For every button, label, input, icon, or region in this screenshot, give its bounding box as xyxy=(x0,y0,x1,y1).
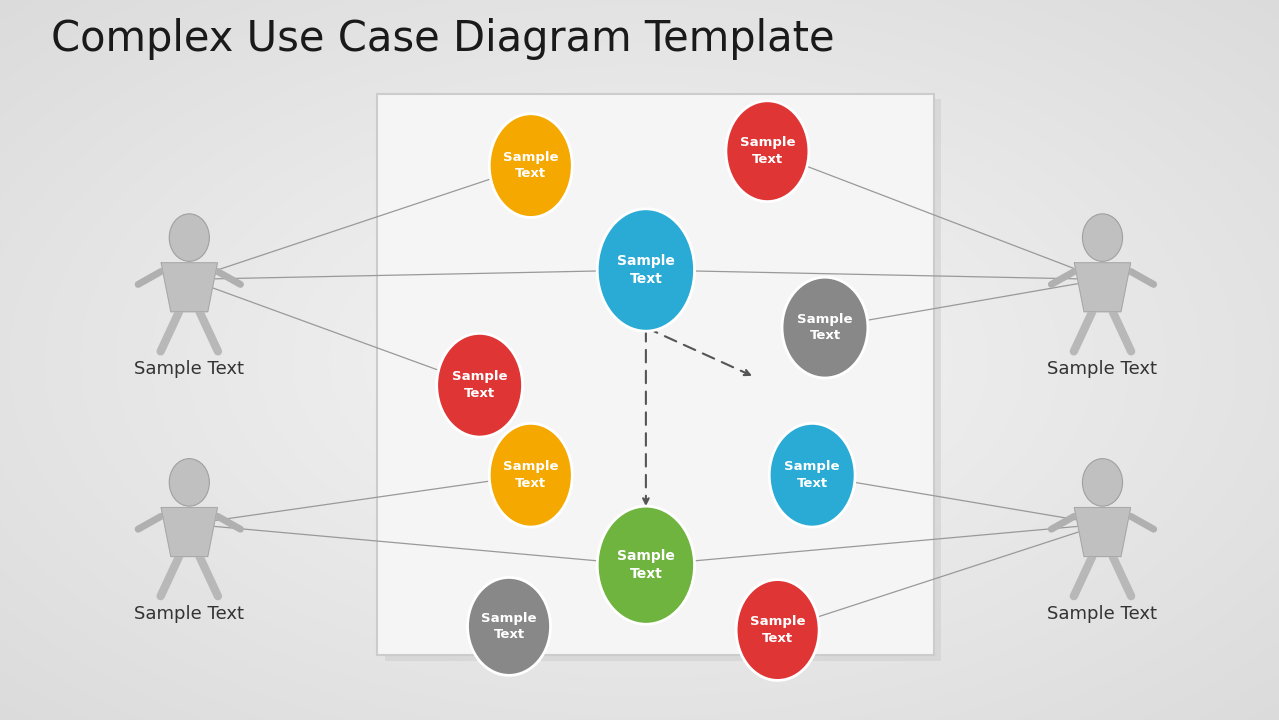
Ellipse shape xyxy=(597,209,694,331)
Text: Sample
Text: Sample Text xyxy=(784,461,840,490)
Ellipse shape xyxy=(726,101,808,202)
Ellipse shape xyxy=(597,506,694,624)
Text: Sample
Text: Sample Text xyxy=(451,371,508,400)
Ellipse shape xyxy=(436,333,523,437)
Ellipse shape xyxy=(169,459,210,506)
Text: Sample
Text: Sample Text xyxy=(503,151,559,180)
Polygon shape xyxy=(1074,508,1131,557)
Text: Sample
Text: Sample Text xyxy=(739,137,796,166)
Text: Complex Use Case Diagram Template: Complex Use Case Diagram Template xyxy=(51,18,835,60)
Ellipse shape xyxy=(769,423,856,527)
Ellipse shape xyxy=(737,580,819,680)
Text: Sample Text: Sample Text xyxy=(1048,360,1157,378)
FancyBboxPatch shape xyxy=(385,99,941,661)
Polygon shape xyxy=(161,263,217,312)
Ellipse shape xyxy=(169,214,210,261)
Text: Sample Text: Sample Text xyxy=(134,605,244,623)
Text: Sample
Text: Sample Text xyxy=(616,254,675,286)
Polygon shape xyxy=(161,508,217,557)
Text: Sample Text: Sample Text xyxy=(134,360,244,378)
Text: Sample
Text: Sample Text xyxy=(797,313,853,342)
Text: Sample
Text: Sample Text xyxy=(481,612,537,641)
Text: Sample
Text: Sample Text xyxy=(503,461,559,490)
Ellipse shape xyxy=(490,114,572,217)
FancyBboxPatch shape xyxy=(377,94,934,655)
Text: Sample
Text: Sample Text xyxy=(749,616,806,644)
Ellipse shape xyxy=(781,277,868,378)
Ellipse shape xyxy=(490,423,572,527)
Text: Sample Text: Sample Text xyxy=(1048,605,1157,623)
Text: Sample
Text: Sample Text xyxy=(616,549,675,581)
Ellipse shape xyxy=(1082,459,1123,506)
Ellipse shape xyxy=(1082,214,1123,261)
Polygon shape xyxy=(1074,263,1131,312)
Ellipse shape xyxy=(468,577,550,675)
